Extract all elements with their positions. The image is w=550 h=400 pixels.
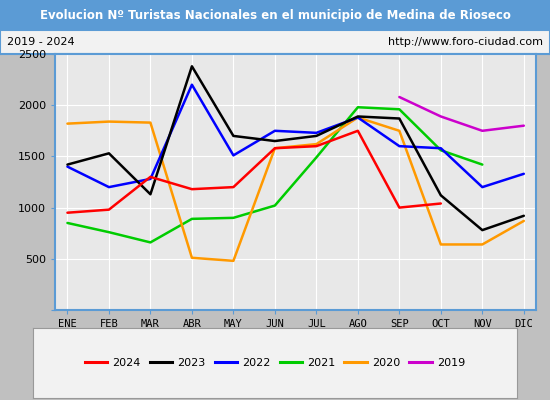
Text: Evolucion Nº Turistas Nacionales en el municipio de Medina de Rioseco: Evolucion Nº Turistas Nacionales en el m… [40,8,510,22]
Legend: 2024, 2023, 2022, 2021, 2020, 2019: 2024, 2023, 2022, 2021, 2020, 2019 [80,354,470,372]
Text: http://www.foro-ciudad.com: http://www.foro-ciudad.com [388,37,543,47]
Text: 2019 - 2024: 2019 - 2024 [7,37,74,47]
